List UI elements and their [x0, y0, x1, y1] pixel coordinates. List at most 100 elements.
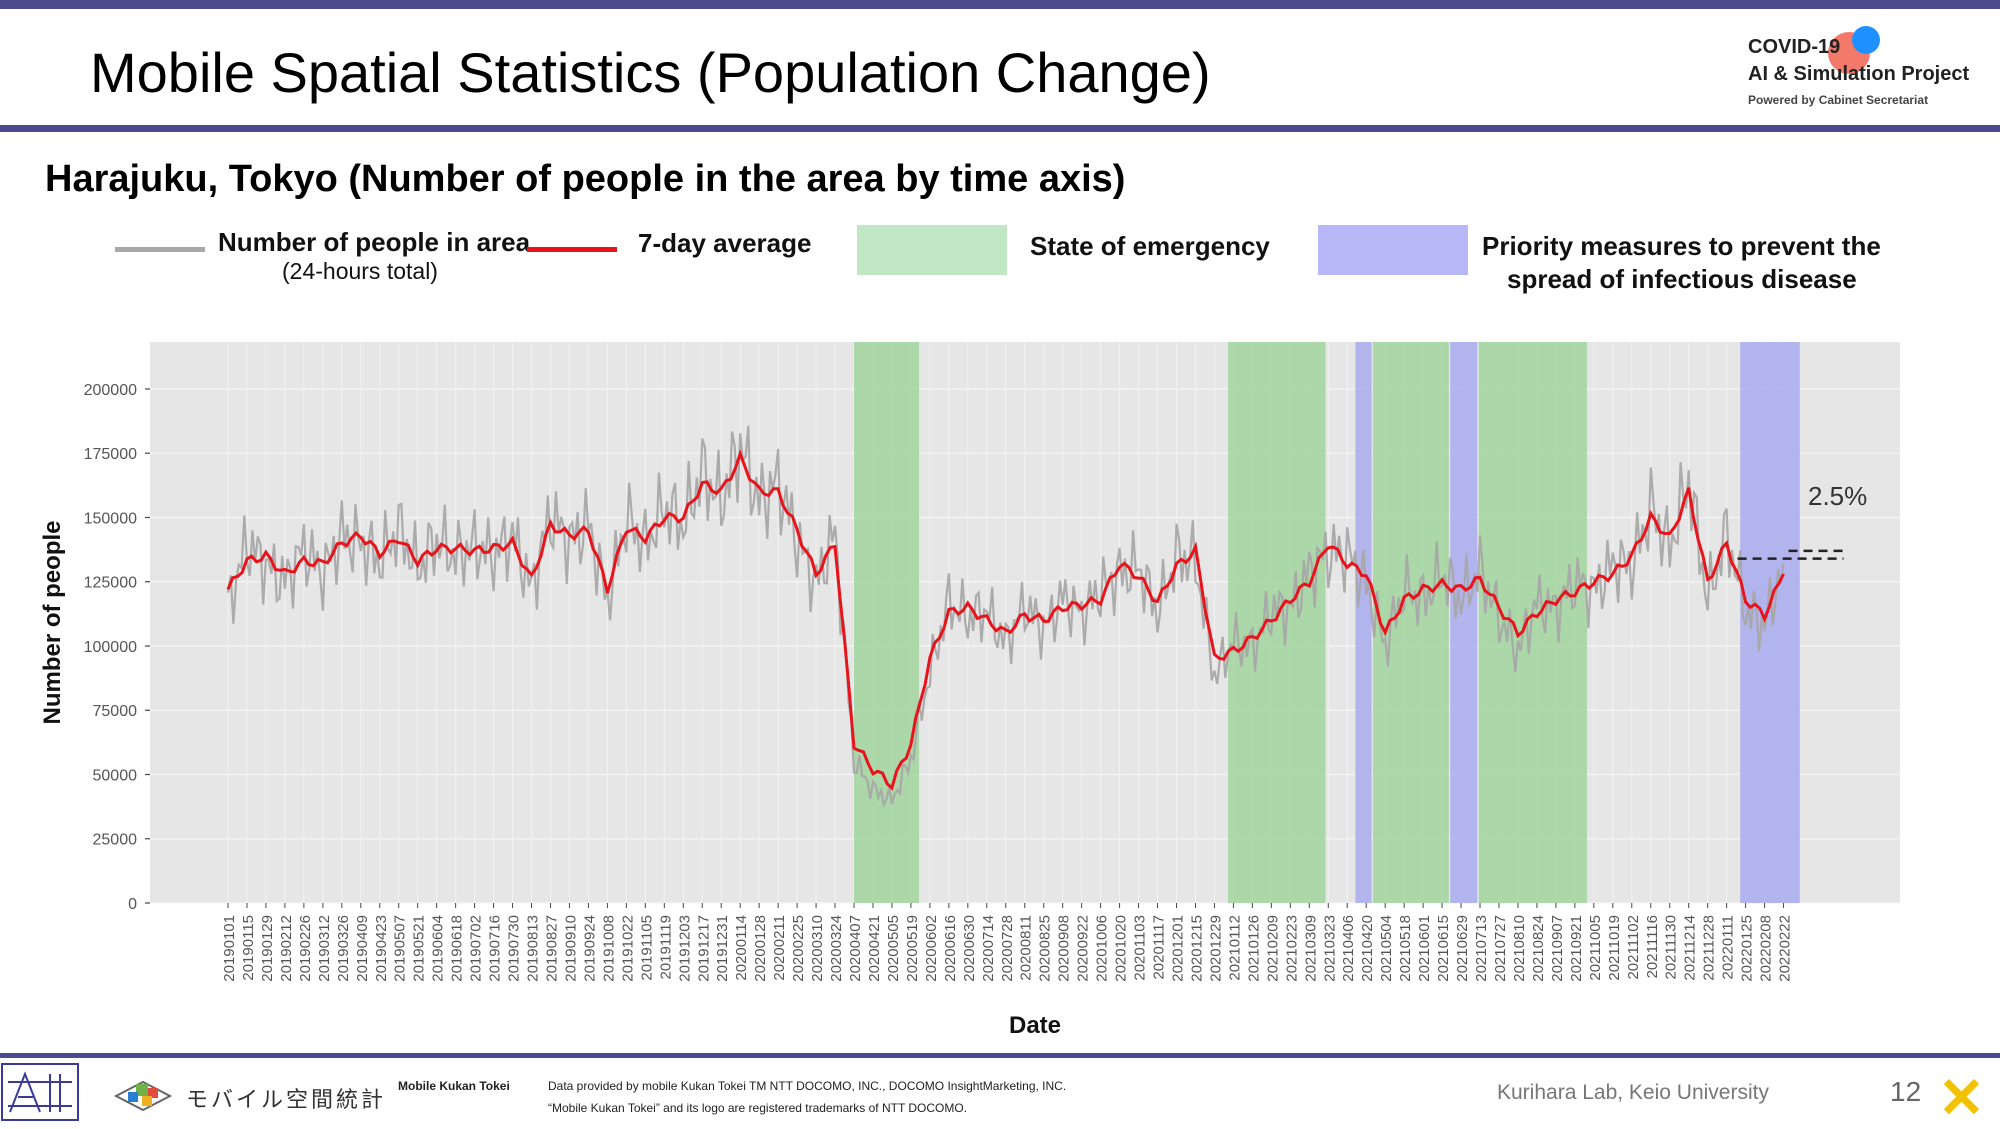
y-tick-label: 0	[128, 896, 137, 913]
top-accent-bar	[0, 0, 2000, 9]
x-tick-label: 20191022	[619, 915, 636, 982]
x-tick-label: 20200630	[961, 915, 978, 982]
y-axis-label: Number of people	[39, 520, 66, 724]
x-tick-label: 20200225	[790, 915, 807, 982]
x-tick-label: 20190101	[221, 915, 238, 982]
x-tick-label: 20210126	[1245, 915, 1262, 982]
brand-japanese: モバイル空間統計	[186, 1087, 387, 1112]
x-tick-label: 20210615	[1435, 915, 1452, 982]
daily-count-line	[226, 425, 1785, 809]
x-tick-label: 20211214	[1682, 915, 1699, 981]
y-tick-label: 75000	[93, 703, 138, 720]
x-tick-label: 20201229	[1207, 915, 1224, 982]
x-tick-label: 20201117	[1151, 915, 1168, 980]
x-tick-label: 20190507	[392, 915, 409, 982]
x-tick-label: 20190910	[562, 915, 579, 982]
x-tick-label: 20220208	[1758, 915, 1775, 982]
x-tick-label: 20190827	[543, 915, 560, 982]
x-tick-label: 20190312	[316, 915, 333, 982]
x-tick-label: 20210810	[1511, 915, 1528, 982]
x-tick-label: 20200128	[752, 915, 769, 982]
x-tick-label: 20201201	[1170, 915, 1187, 982]
lab-credit: Kurihara Lab, Keio University	[1497, 1081, 1769, 1104]
project-logo: COVID-19 AI & Simulation Project Powered…	[1740, 20, 1985, 120]
chart-subtitle: Harajuku, Tokyo (Number of people in the…	[45, 158, 1126, 200]
x-tick-label: 20191119	[657, 915, 674, 980]
logo-line3: Powered by Cabinet Secretariat	[1748, 93, 1929, 107]
x-tick-label: 20210629	[1454, 915, 1471, 982]
x-tick-label: 20200310	[809, 915, 826, 982]
x-tick-label: 20200519	[904, 915, 921, 982]
legend-emergency-label: State of emergency	[1030, 231, 1270, 261]
x-tick-label: 20190423	[373, 915, 390, 982]
y-tick-label: 100000	[84, 639, 137, 656]
seven-day-average-line	[226, 449, 1785, 791]
x-tick-label: 20200714	[980, 915, 997, 982]
legend-priority-label-2: spread of infectious disease	[1507, 264, 1857, 294]
x-tick-label: 20190326	[335, 915, 352, 982]
x-tick-label: 20190409	[354, 915, 371, 982]
x-tick-label: 20210518	[1397, 915, 1414, 982]
x-tick-label: 20210601	[1416, 915, 1433, 982]
credit-line-2: “Mobile Kukan Tokei” and its logo are re…	[548, 1101, 968, 1115]
y-tick-label: 150000	[84, 510, 137, 527]
x-tick-label: 20211130	[1663, 915, 1680, 980]
legend-average-label: 7-day average	[638, 228, 812, 258]
x-tick-label: 20210727	[1492, 915, 1509, 982]
x-axis-label: Date	[1009, 1012, 1061, 1039]
legend-priority-label-1: Priority measures to prevent the	[1482, 231, 1881, 261]
x-tick-label: 20210309	[1302, 915, 1319, 982]
x-logo-icon: ✕	[1938, 1066, 1985, 1129]
priority-period-band	[1355, 342, 1372, 903]
x-tick-label: 20200407	[847, 915, 864, 982]
x-tick-label: 20210504	[1378, 915, 1395, 982]
legend-priority-swatch	[1318, 225, 1468, 275]
x-tick-label: 20220111	[1720, 915, 1737, 980]
x-tick-label: 20220222	[1777, 915, 1794, 982]
x-tick-label: 20200114	[733, 915, 750, 981]
x-tick-label: 20190618	[449, 915, 466, 982]
x-tick-label: 20211005	[1587, 915, 1604, 981]
legend-average-swatch	[527, 247, 617, 252]
page-number: 12	[1890, 1076, 1922, 1107]
logo-blue-dot	[1852, 26, 1880, 54]
x-tick-label: 20200324	[828, 915, 845, 982]
x-tick-label: 20201006	[1094, 915, 1111, 982]
x-tick-label: 20190716	[487, 915, 504, 982]
x-tick-label: 20201020	[1113, 915, 1130, 982]
x-tick-label: 20200825	[1037, 915, 1054, 982]
x-tick-label: 20200602	[923, 915, 940, 982]
x-tick-label: 20190924	[581, 915, 598, 982]
footer-divider	[0, 1053, 2000, 1058]
change-annotation: 2.5%	[1808, 481, 1867, 511]
x-tick-label: 20211116	[1644, 915, 1661, 978]
y-tick-label: 200000	[84, 382, 137, 399]
x-tick-label: 20190730	[506, 915, 523, 982]
x-tick-label: 20190604	[430, 915, 447, 982]
x-tick-label: 20191105	[638, 915, 655, 981]
x-tick-label: 20191217	[695, 915, 712, 982]
x-tick-label: 20210209	[1264, 915, 1281, 982]
x-tick-label: 20210420	[1359, 915, 1376, 982]
legend-daily-swatch	[115, 247, 205, 252]
x-tick-label: 20190226	[297, 915, 314, 982]
emergency-period-band	[1478, 342, 1588, 903]
x-tick-label: 20210907	[1549, 915, 1566, 982]
x-tick-label: 20210223	[1283, 915, 1300, 982]
brand-english: Mobile Kukan Tokei	[398, 1079, 510, 1093]
y-tick-label: 125000	[84, 575, 137, 592]
emergency-period-band	[1227, 342, 1326, 903]
x-tick-label: 20210323	[1321, 915, 1338, 982]
legend-daily-label: Number of people in area	[218, 227, 531, 257]
y-tick-label: 50000	[93, 767, 138, 784]
x-tick-label: 20201215	[1188, 915, 1205, 982]
x-tick-label: 20190115	[240, 915, 257, 981]
x-tick-label: 20200211	[771, 915, 788, 981]
x-tick-label: 20200505	[885, 915, 902, 982]
page-title: Mobile Spatial Statistics (Population Ch…	[90, 41, 1211, 104]
keio-lab-logo	[1, 1063, 79, 1121]
x-tick-label: 20220125	[1739, 915, 1756, 982]
x-tick-label: 20200728	[999, 915, 1016, 982]
credit-line-1: Data provided by mobile Kukan Tokei TM N…	[548, 1079, 1067, 1093]
x-tick-label: 20210406	[1340, 915, 1357, 982]
